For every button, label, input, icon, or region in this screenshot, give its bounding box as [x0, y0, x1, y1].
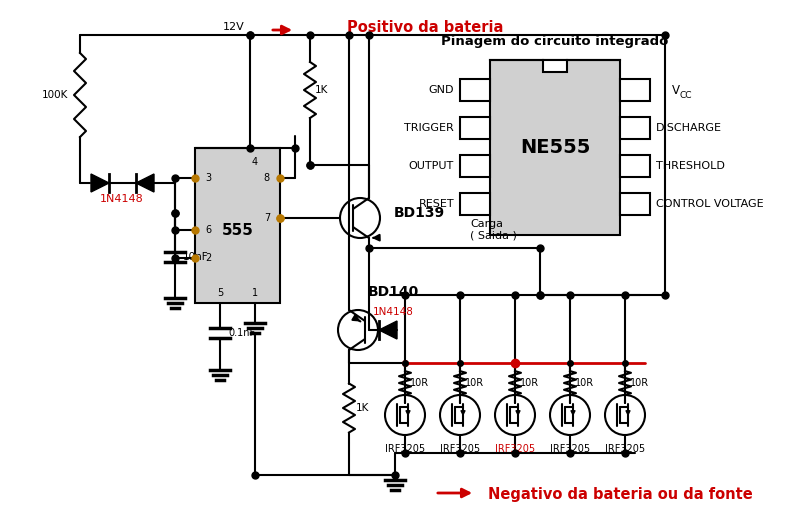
Text: 1N4148: 1N4148	[100, 194, 144, 204]
Text: 8: 8	[264, 173, 270, 183]
Text: 1K: 1K	[315, 85, 328, 95]
Text: 1N4148: 1N4148	[373, 307, 414, 317]
Text: CC: CC	[679, 91, 691, 99]
Text: 3: 3	[205, 173, 211, 183]
Text: V: V	[672, 83, 680, 96]
Text: 1K: 1K	[356, 403, 370, 413]
Text: 8: 8	[631, 83, 638, 96]
Bar	[620, 155, 650, 177]
Bar	[490, 60, 620, 235]
Text: IRF3205: IRF3205	[550, 444, 590, 454]
Text: 2: 2	[471, 121, 478, 135]
Text: IRF3205: IRF3205	[440, 444, 480, 454]
Text: 100K: 100K	[42, 90, 68, 100]
Text: NE555: NE555	[520, 138, 590, 157]
Text: 12V: 12V	[223, 22, 245, 32]
Text: 10R: 10R	[465, 378, 484, 388]
Text: IRF3205: IRF3205	[385, 444, 425, 454]
Text: TRIGGER: TRIGGER	[404, 123, 454, 133]
Text: 1: 1	[252, 288, 258, 298]
Text: 10R: 10R	[520, 378, 539, 388]
Bar	[195, 148, 280, 303]
Polygon shape	[379, 321, 397, 339]
Polygon shape	[91, 174, 109, 192]
Text: 7: 7	[631, 121, 638, 135]
Bar	[620, 193, 650, 215]
Bar	[460, 193, 490, 215]
Text: 7: 7	[264, 213, 270, 223]
Text: 6: 6	[631, 160, 638, 173]
Text: 555: 555	[222, 223, 254, 238]
Text: DISCHARGE: DISCHARGE	[656, 123, 722, 133]
Text: RESET: RESET	[418, 199, 454, 209]
Text: 10nF: 10nF	[183, 251, 209, 262]
Text: GND: GND	[429, 85, 454, 95]
Bar	[460, 79, 490, 101]
Text: 10R: 10R	[410, 378, 429, 388]
Text: THRESHOLD: THRESHOLD	[656, 161, 725, 171]
Bar	[620, 79, 650, 101]
Text: 3: 3	[471, 160, 478, 173]
Text: 5: 5	[631, 198, 638, 210]
Text: 4: 4	[252, 157, 258, 167]
Bar	[460, 117, 490, 139]
Text: 10R: 10R	[630, 378, 649, 388]
Text: 5: 5	[217, 288, 223, 298]
Bar	[620, 117, 650, 139]
Text: 2: 2	[205, 253, 211, 263]
Text: OUTPUT: OUTPUT	[409, 161, 454, 171]
Bar	[543, 60, 567, 72]
Text: 4: 4	[471, 198, 478, 210]
Text: CONTROL VOLTAGE: CONTROL VOLTAGE	[656, 199, 764, 209]
Text: 0.1nF: 0.1nF	[228, 328, 255, 338]
Text: 10R: 10R	[575, 378, 594, 388]
Polygon shape	[136, 174, 154, 192]
Bar	[460, 155, 490, 177]
Text: BD139: BD139	[394, 206, 445, 220]
Text: 1: 1	[471, 83, 478, 96]
Text: IRF3205: IRF3205	[605, 444, 645, 454]
Text: Carga
( Saida ): Carga ( Saida )	[470, 219, 517, 241]
Text: Pinagem do circuito integrado: Pinagem do circuito integrado	[442, 35, 669, 49]
Text: IRF3205: IRF3205	[495, 444, 535, 454]
Text: Positivo da bateria: Positivo da bateria	[347, 19, 503, 34]
Text: Negativo da bateria ou da fonte: Negativo da bateria ou da fonte	[488, 487, 752, 502]
Text: 6: 6	[205, 225, 211, 235]
Text: BD140: BD140	[368, 285, 419, 299]
